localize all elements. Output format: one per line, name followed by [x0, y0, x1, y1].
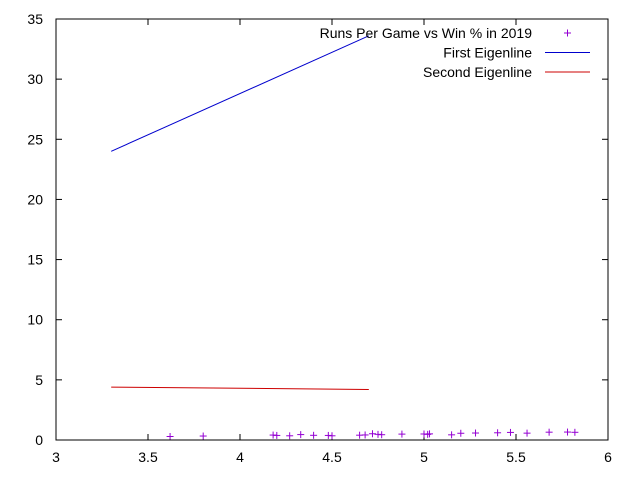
y-tick-label: 15 [27, 252, 43, 268]
y-tick-label: 10 [27, 312, 43, 328]
y-tick-label: 20 [27, 191, 43, 207]
x-tick-label: 4.5 [322, 449, 342, 465]
y-tick-label: 5 [35, 372, 43, 388]
data-point [378, 431, 386, 439]
y-tick-label: 30 [27, 71, 43, 87]
data-point [273, 431, 281, 439]
legend-label: First Eigenline [443, 45, 532, 61]
legend-label: Runs Per Game vs Win % in 2019 [320, 25, 533, 41]
data-point [506, 428, 514, 436]
data-point [571, 428, 579, 436]
x-tick-label: 4 [236, 449, 244, 465]
data-point [426, 430, 434, 438]
x-tick-label: 5 [420, 449, 428, 465]
data-point [457, 429, 465, 437]
data-point [286, 432, 294, 440]
data-point [472, 429, 480, 437]
x-tick-label: 5.5 [506, 449, 526, 465]
x-tick-label: 3.5 [138, 449, 158, 465]
series-line [110, 35, 370, 152]
data-point [494, 429, 502, 437]
data-point [297, 431, 305, 439]
y-tick-label: 25 [27, 131, 43, 147]
data-point [166, 433, 174, 441]
data-point [523, 429, 531, 437]
y-tick-label: 35 [27, 11, 43, 27]
legend-label: Second Eigenline [423, 64, 532, 80]
data-point [398, 430, 406, 438]
data-point [368, 430, 376, 438]
legend: Runs Per Game vs Win % in 2019 First Eige… [320, 25, 590, 80]
data-point [448, 431, 456, 439]
axis-ticks: 3 3.5 4 4.5 5 5.5 6 0 5 10 15 20 25 30 35 [27, 11, 612, 465]
data-point [564, 428, 572, 436]
data-point [328, 432, 336, 440]
x-tick-label: 3 [52, 449, 60, 465]
x-tick-label: 6 [604, 449, 612, 465]
data-point [310, 431, 318, 439]
plot-frame [55, 18, 609, 441]
data-point [545, 428, 553, 436]
y-tick-label: 0 [35, 432, 43, 448]
data-point [199, 432, 207, 440]
series-layer [110, 35, 579, 441]
series-line [111, 386, 369, 390]
data-point [361, 431, 369, 439]
